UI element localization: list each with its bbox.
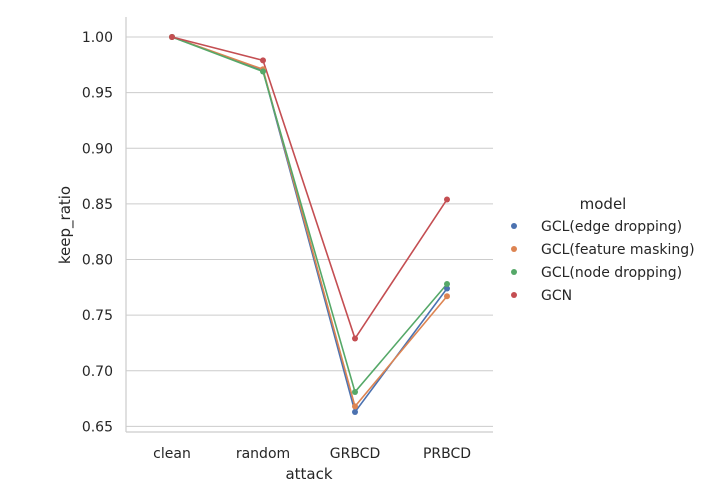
y-axis-label: keep_ratio	[56, 186, 75, 264]
series-line	[171, 36, 448, 341]
y-tick-labels: 0.65 0.70 0.75 0.80 0.85 0.90 0.95 1.00	[82, 30, 113, 435]
data-point	[169, 34, 175, 41]
data-point	[352, 408, 358, 415]
legend-marker	[511, 269, 517, 275]
data-point	[444, 281, 450, 288]
gridlines	[126, 36, 493, 427]
legend-title: model	[580, 195, 627, 213]
legend-label: GCL(edge dropping)	[541, 219, 682, 235]
y-tick-label: 0.65	[82, 419, 113, 435]
y-tick-label: 0.90	[82, 141, 113, 157]
x-tick-label: PRBCD	[423, 446, 471, 462]
series-line	[171, 36, 448, 414]
legend: model GCL(edge dropping) GCL(feature mask…	[511, 195, 695, 304]
y-tick-label: 0.75	[82, 308, 113, 324]
legend-marker	[511, 292, 517, 298]
data-point	[444, 285, 450, 292]
data-point	[352, 388, 358, 395]
series-lines	[171, 36, 448, 414]
legend-marker	[511, 246, 517, 252]
legend-label: GCN	[541, 288, 572, 304]
data-point	[352, 403, 358, 410]
y-tick-label: 0.70	[82, 364, 113, 380]
data-point	[352, 335, 358, 342]
data-point	[444, 196, 450, 203]
y-tick-label: 0.85	[82, 197, 113, 213]
data-point	[444, 293, 450, 300]
series-line	[171, 36, 448, 394]
x-axis-label: attack	[285, 465, 332, 483]
x-tick-labels: clean random GRBCD PRBCD	[153, 446, 471, 462]
x-tick-label: GRBCD	[330, 446, 381, 462]
y-tick-label: 1.00	[82, 30, 113, 46]
series-line	[171, 36, 448, 409]
legend-label: GCL(node dropping)	[541, 265, 682, 281]
y-tick-label: 0.80	[82, 253, 113, 269]
y-tick-label: 0.95	[82, 86, 113, 102]
x-tick-label: random	[236, 446, 290, 462]
legend-label: GCL(feature masking)	[541, 242, 695, 258]
data-point	[260, 68, 266, 75]
data-point	[260, 57, 266, 64]
legend-marker	[511, 223, 517, 229]
x-tick-label: clean	[153, 446, 191, 462]
series-points	[169, 34, 450, 415]
